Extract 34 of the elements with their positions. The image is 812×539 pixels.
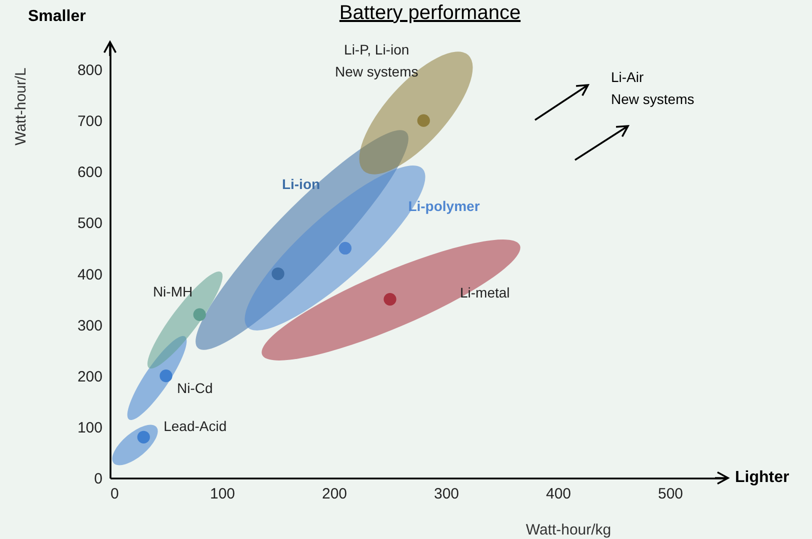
y-tick-label: 300 xyxy=(77,317,102,334)
series-label: Lead-Acid xyxy=(164,418,227,434)
text: Li-metal xyxy=(460,284,510,300)
x-tick-label: 300 xyxy=(434,486,460,502)
point xyxy=(193,308,206,321)
annotation: Li-Air New systems xyxy=(611,68,694,109)
series-label: Ni-Cd xyxy=(177,380,213,396)
text: Li-ion xyxy=(282,176,320,192)
point xyxy=(137,430,150,444)
x-tick-label: 100 xyxy=(210,486,236,502)
y-tick-label: 800 xyxy=(77,62,102,80)
chart-title: Battery performance xyxy=(338,2,522,25)
series-label: Ni-MH xyxy=(152,284,193,300)
y-tick-label: 100 xyxy=(77,419,102,436)
y-axis-title: Watt-hour/L xyxy=(12,68,30,146)
y-tick-label: 0 xyxy=(94,470,102,488)
point xyxy=(272,267,284,280)
x-tick-label: 200 xyxy=(322,486,348,502)
text: Smaller xyxy=(28,7,86,27)
x-tick-label: 400 xyxy=(546,486,572,502)
y-tick-label: 200 xyxy=(77,368,102,386)
point xyxy=(160,370,172,382)
y-tick-label: 700 xyxy=(77,113,102,130)
point xyxy=(338,242,352,255)
point xyxy=(417,114,430,127)
x-tick-label: 0 xyxy=(110,486,119,502)
y-tick-label: 600 xyxy=(77,164,102,182)
point xyxy=(384,292,396,306)
y-tick-label: 400 xyxy=(77,266,102,284)
text: Li-P, Li-ion New systems xyxy=(334,42,418,80)
x-tick-label: 500 xyxy=(658,486,684,502)
x-axis-title: Watt-hour/kg xyxy=(526,522,612,538)
text: Lighter xyxy=(735,468,790,488)
y-tick-label: 500 xyxy=(77,215,102,232)
